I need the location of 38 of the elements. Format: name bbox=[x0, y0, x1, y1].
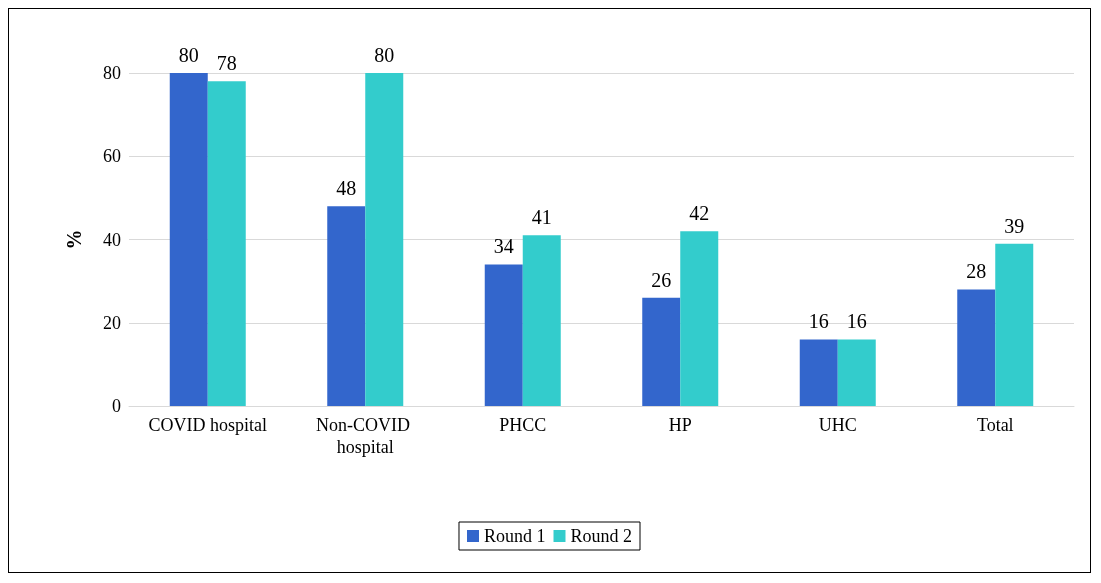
y-tick-label: 80 bbox=[103, 63, 121, 83]
y-tick-label: 40 bbox=[103, 229, 121, 250]
x-tick-label: Total bbox=[976, 415, 1014, 435]
x-tick-label: PHCC bbox=[499, 415, 547, 435]
data-label: 26 bbox=[651, 268, 672, 291]
bar bbox=[642, 297, 681, 406]
data-label: 39 bbox=[1004, 214, 1025, 237]
data-label: 28 bbox=[966, 260, 987, 283]
bar bbox=[957, 289, 996, 406]
data-label: 78 bbox=[216, 52, 237, 75]
bar bbox=[680, 231, 719, 406]
bar bbox=[799, 339, 838, 406]
bar bbox=[207, 81, 246, 406]
y-tick-label: 0 bbox=[112, 396, 121, 416]
legend-label: Round 2 bbox=[570, 526, 633, 546]
bar bbox=[522, 235, 561, 406]
data-label: 80 bbox=[178, 44, 199, 66]
data-label: 16 bbox=[846, 310, 867, 333]
y-axis-title: % bbox=[63, 229, 85, 250]
data-label: 16 bbox=[808, 310, 829, 333]
bar bbox=[484, 264, 523, 406]
data-label: 42 bbox=[689, 202, 710, 225]
bar bbox=[995, 243, 1034, 406]
x-tick-label: COVID hospital bbox=[148, 415, 267, 435]
data-label: 80 bbox=[374, 44, 395, 66]
bar bbox=[169, 73, 208, 406]
x-tick-label: Non-COVID hospital bbox=[316, 415, 415, 457]
data-label: 41 bbox=[531, 206, 552, 229]
y-tick-label: 20 bbox=[103, 312, 121, 333]
x-tick-label: UHC bbox=[818, 415, 857, 435]
x-tick-label: HP bbox=[668, 415, 692, 435]
bar bbox=[837, 339, 876, 406]
bar bbox=[327, 206, 366, 406]
y-tick-label: 60 bbox=[103, 146, 121, 167]
legend-label: Round 1 bbox=[483, 526, 546, 546]
data-label: 34 bbox=[493, 235, 514, 258]
bar bbox=[365, 73, 404, 406]
data-label: 48 bbox=[336, 177, 357, 200]
